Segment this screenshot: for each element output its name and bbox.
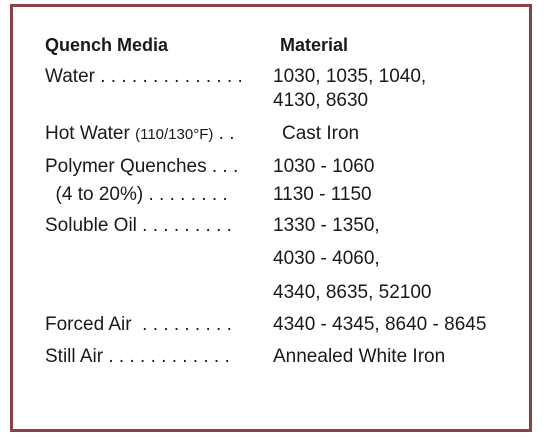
media-label: Hot Water bbox=[45, 123, 136, 144]
media-label-small: (110/130°F) bbox=[135, 126, 214, 143]
media-label: Forced Air . . . . . . . . . bbox=[45, 314, 238, 335]
header-quench-media: Quench Media bbox=[45, 35, 169, 55]
row-still-air: Still Air . . . . . . . . . . . . bbox=[45, 345, 235, 369]
media-label: Polymer Quenches . . . bbox=[45, 156, 244, 177]
material-value: Annealed White Iron bbox=[273, 345, 445, 369]
media-label: (4 to 20%) . . . . . . . . bbox=[45, 184, 233, 205]
material-text: 1030 - 1060 bbox=[273, 156, 375, 177]
material-value: 1030 - 1060 bbox=[273, 155, 374, 179]
material-value: 4340 - 4345, 8640 - 8645 bbox=[273, 313, 486, 337]
media-label: Soluble Oil . . . . . . . . . bbox=[45, 215, 238, 236]
material-text: Annealed White Iron bbox=[273, 346, 446, 367]
material-value: 4340, 8635, 52100 bbox=[273, 281, 432, 305]
material-text: 4340 - 4345, 8640 - 8645 bbox=[273, 314, 487, 335]
material-text: 1330 - 1350, bbox=[273, 215, 380, 236]
row-water: Water . . . . . . . . . . . . . . bbox=[45, 65, 248, 89]
material-text: 4030 - 4060, bbox=[273, 248, 380, 269]
media-label: Water . . . . . . . . . . . . . . bbox=[45, 66, 249, 87]
material-text: Cast Iron bbox=[282, 123, 360, 144]
material-text: 1130 - 1150 bbox=[273, 184, 372, 205]
material-value: 4030 - 4060, bbox=[273, 247, 380, 271]
row-soluble-oil: Soluble Oil . . . . . . . . . bbox=[45, 214, 237, 238]
media-label: Still Air . . . . . . . . . . . . bbox=[45, 346, 236, 367]
material-value: 4130, 8630 bbox=[273, 89, 368, 113]
row-forced-air: Forced Air . . . . . . . . . bbox=[45, 313, 237, 337]
material-value: 1130 - 1150 bbox=[273, 183, 372, 207]
row-hot-water: Hot Water (110/130°F) . . bbox=[45, 122, 234, 147]
material-text: 1030, 1035, 1040, bbox=[273, 66, 427, 87]
material-text: 4340, 8635, 52100 bbox=[273, 282, 432, 303]
table-frame: Quench Media Material Water . . . . . . … bbox=[10, 4, 532, 432]
row-polymer-quenches: Polymer Quenches . . . bbox=[45, 155, 244, 179]
header-material: Material bbox=[280, 35, 349, 55]
media-label-dots: . . bbox=[213, 123, 235, 144]
material-value: Cast Iron bbox=[282, 122, 359, 146]
material-text: 4130, 8630 bbox=[273, 90, 369, 111]
material-value: 1030, 1035, 1040, bbox=[273, 65, 426, 89]
row-polymer-concentration: (4 to 20%) . . . . . . . . bbox=[45, 183, 233, 207]
material-value: 1330 - 1350, bbox=[273, 214, 380, 238]
